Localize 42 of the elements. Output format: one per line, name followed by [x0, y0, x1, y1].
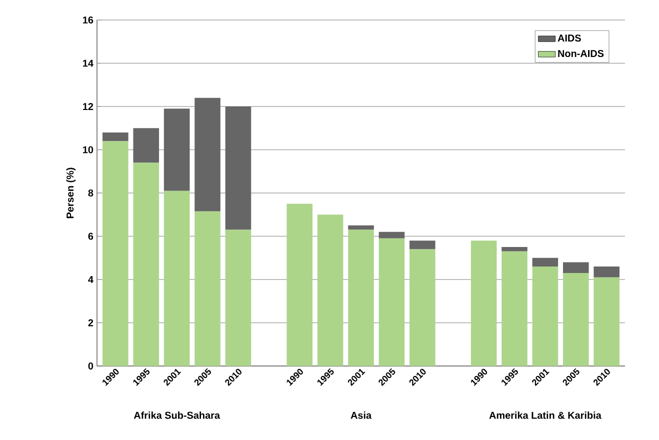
- y-tick-label: 12: [83, 103, 94, 110]
- bar: [410, 240, 436, 250]
- y-tick-label: 8: [88, 189, 94, 197]
- bar: [348, 225, 374, 230]
- bar: [133, 128, 160, 163]
- bar: [317, 214, 344, 366]
- bar: [594, 277, 620, 366]
- y-tick-label: 14: [83, 60, 94, 67]
- bar: [133, 162, 160, 366]
- bar: [532, 266, 558, 366]
- bar: [563, 262, 589, 274]
- bar: [470, 240, 497, 366]
- bar: [532, 258, 558, 267]
- bar: [502, 247, 528, 252]
- bar: [102, 141, 128, 366]
- text: Asia: [350, 412, 372, 419]
- bar: [164, 190, 190, 366]
- bar: [225, 230, 252, 366]
- y-tick-label: 10: [83, 146, 94, 154]
- legend-label: Non-AIDS: [558, 50, 604, 58]
- bar: [410, 249, 436, 366]
- bar: [378, 232, 405, 238]
- bar: [502, 251, 528, 366]
- y-tick-label: 2: [88, 319, 94, 326]
- text: Amerika Latin & Karibia: [489, 412, 602, 419]
- bar: [378, 238, 405, 366]
- y-tick-label: 16: [83, 16, 94, 24]
- y-tick-label: 6: [88, 232, 94, 240]
- bar: [194, 98, 220, 212]
- bar: [194, 211, 220, 366]
- bar: [164, 108, 190, 191]
- bar: [225, 106, 252, 230]
- bar: [286, 204, 312, 366]
- y-tick-label: 4: [88, 276, 94, 283]
- legend-label: AIDS: [558, 34, 581, 42]
- bar: [348, 230, 374, 366]
- bar: [594, 266, 620, 278]
- y-tick-label: 0: [88, 362, 94, 370]
- bar: [563, 273, 589, 366]
- bar: [102, 132, 128, 142]
- y-axis-title: Persen (%): [66, 168, 76, 218]
- text: Afrika Sub-Sahara: [134, 412, 220, 419]
